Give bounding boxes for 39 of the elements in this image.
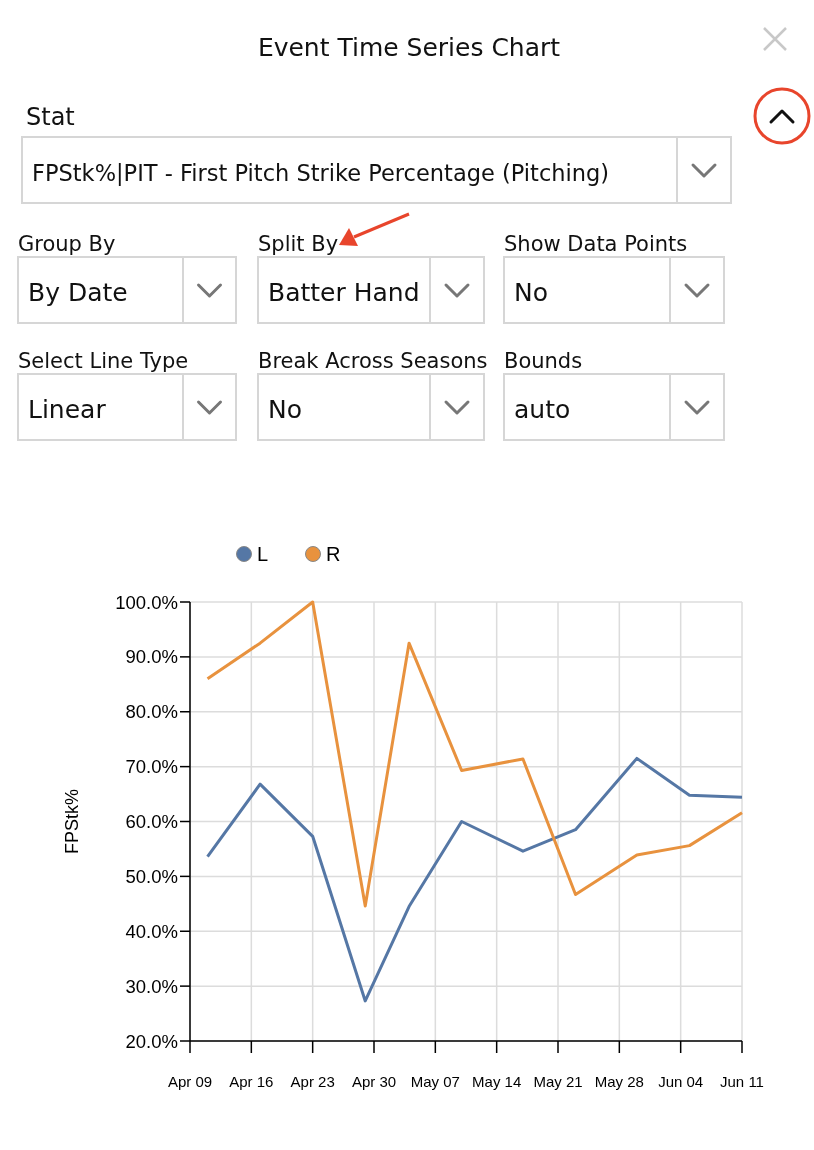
- text: No: [268, 395, 302, 424]
- y-tick-label: 70.0%: [125, 756, 178, 778]
- y-tick-label: 20.0%: [125, 1030, 178, 1052]
- text: Group By: [18, 232, 116, 256]
- y-tick-label: 50.0%: [125, 865, 178, 887]
- line-series: [206, 600, 744, 908]
- x-tick-label: Jun 11: [720, 1073, 764, 1090]
- x-tick-label: Apr 09: [167, 1073, 213, 1090]
- y-tick-label: 80.0%: [125, 701, 178, 723]
- text: Batter Hand: [268, 278, 420, 307]
- legend-label: L: [257, 543, 269, 565]
- y-tick-label: 30.0%: [125, 975, 178, 997]
- text: Stat: [26, 103, 75, 131]
- x-tick-label: Jun 04: [658, 1073, 704, 1090]
- x-tick-label: May 14: [472, 1073, 522, 1090]
- y-tick-label: 60.0%: [125, 811, 178, 832]
- x-tick-label: Apr 16: [229, 1073, 274, 1090]
- y-axis-title: FPStk%: [62, 788, 82, 855]
- text: Show Data Points: [504, 232, 688, 256]
- chart-title: Event Time Series Chart: [257, 33, 561, 62]
- legend-label: R: [326, 543, 341, 565]
- text: By Date: [28, 278, 128, 307]
- text: No: [514, 278, 548, 307]
- y-tick-label: 40.0%: [125, 920, 178, 942]
- text: Linear: [28, 395, 107, 424]
- y-tick-label: 90.0%: [125, 646, 178, 668]
- x-tick-label: Apr 23: [290, 1073, 335, 1090]
- x-tick-label: May 21: [533, 1073, 583, 1090]
- x-tick-label: May 07: [410, 1073, 460, 1090]
- text: auto: [514, 395, 571, 424]
- x-tick-label: May 28: [594, 1073, 644, 1090]
- text: Break Across Seasons: [258, 349, 488, 373]
- y-tick-label: 100.0%: [115, 591, 178, 613]
- text: Bounds: [504, 349, 583, 373]
- x-tick-label: Apr 30: [351, 1073, 397, 1090]
- text: Select Line Type: [18, 349, 189, 373]
- text: Split By: [258, 232, 339, 256]
- line-series: [206, 756, 744, 1003]
- text: FPStk%|PIT - First Pitch Strike Percentage (Pitching): [32, 160, 610, 186]
